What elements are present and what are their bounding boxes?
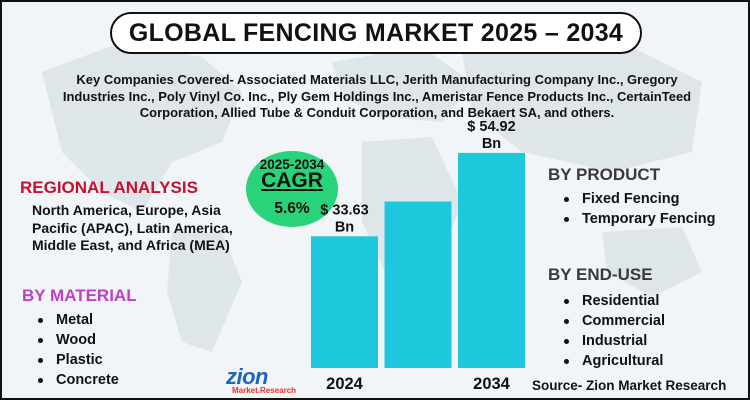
material-list: Metal Wood Plastic Concrete bbox=[32, 310, 119, 390]
end-use-list: Residential Commercial Industrial Agricu… bbox=[558, 291, 665, 371]
product-list: Fixed Fencing Temporary Fencing bbox=[558, 189, 715, 229]
bar-2034 bbox=[458, 152, 525, 368]
by-end-use-heading: BY END-USE bbox=[548, 265, 653, 284]
regional-analysis-text: North America, Europe, Asia Pacific (APA… bbox=[32, 202, 233, 253]
bar-data-label: $ 54.92 Bn bbox=[467, 119, 515, 152]
cagr-period: 2025-2034 bbox=[259, 157, 325, 172]
bar-middle bbox=[384, 201, 452, 368]
cagr-label: CAGR bbox=[261, 169, 323, 192]
list-item: Metal bbox=[32, 310, 119, 330]
regional-analysis-heading: REGIONAL ANALYSIS bbox=[20, 178, 198, 197]
cagr-value: 5.6% bbox=[274, 200, 310, 217]
list-item: Industrial bbox=[558, 331, 665, 351]
bar-2024 bbox=[311, 236, 378, 368]
logo-subtext: Market.Research bbox=[232, 386, 297, 395]
list-item: Fixed Fencing bbox=[558, 189, 715, 209]
bar-data-label: $ 33.63 Bn bbox=[320, 202, 368, 235]
list-item: Commercial bbox=[558, 311, 665, 331]
list-item: Concrete bbox=[32, 370, 119, 390]
source-text: Source- Zion Market Research bbox=[532, 378, 727, 393]
list-item: Residential bbox=[558, 291, 665, 311]
list-item: Plastic bbox=[32, 350, 119, 370]
by-product-heading: BY PRODUCT bbox=[548, 165, 661, 184]
x-tick-label: 2024 bbox=[326, 375, 364, 393]
logo-text: zion bbox=[226, 364, 269, 389]
zion-logo: zion Market.Research bbox=[226, 364, 296, 398]
x-tick-label: 2034 bbox=[473, 375, 511, 393]
cagr-badge: 2025-2034 CAGR 5.6% bbox=[246, 151, 338, 227]
list-item: Temporary Fencing bbox=[558, 209, 715, 229]
page-title: GLOBAL FENCING MARKET 2025 – 2034 bbox=[110, 12, 642, 54]
key-companies-text: Key Companies Covered- Associated Materi… bbox=[62, 72, 692, 120]
list-item: Wood bbox=[32, 330, 119, 350]
list-item: Agricultural bbox=[558, 351, 665, 371]
by-material-heading: BY MATERIAL bbox=[22, 286, 137, 305]
